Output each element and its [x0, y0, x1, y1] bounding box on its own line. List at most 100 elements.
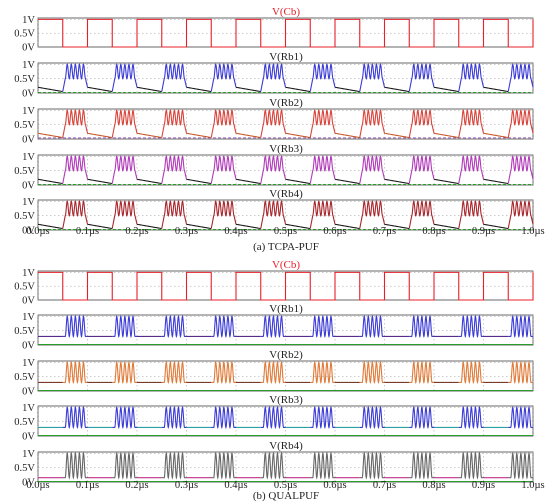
panel-title: V(Cb)	[272, 6, 300, 18]
oscillation-burst-line	[507, 200, 534, 229]
panel-title: V(Rb2)	[269, 349, 303, 361]
low-segment-line	[136, 223, 162, 230]
low-segment-line	[136, 86, 162, 93]
y-tick-label: 0V	[22, 296, 35, 307]
y-tick-label: 1V	[22, 268, 35, 279]
oscillation-burst-line	[508, 314, 533, 338]
low-segment-line	[186, 132, 212, 139]
low-segment-line	[136, 132, 162, 139]
panel-title: V(Cb)	[272, 259, 300, 271]
oscillation-burst-line	[359, 451, 385, 480]
oscillation-burst-line	[211, 314, 236, 338]
oscillation-burst-line	[507, 63, 534, 92]
oscillation-burst-line	[309, 109, 336, 138]
oscillation-burst-line	[310, 314, 335, 338]
oscillation-burst-line	[260, 155, 287, 184]
low-segment-line	[235, 86, 261, 93]
low-segment-line	[433, 86, 459, 93]
y-tick-label: 0V	[22, 341, 35, 352]
x-tick-label: 0.8µs	[422, 480, 445, 491]
oscillation-burst-line	[507, 109, 534, 138]
panel-title: V(Rb1)	[269, 51, 303, 63]
low-segment-line	[37, 132, 63, 139]
y-tick-label: 0V	[22, 181, 35, 192]
panel-title: V(Rb2)	[269, 97, 303, 109]
oscillation-burst-line	[62, 155, 89, 184]
oscillation-burst-line	[458, 200, 485, 229]
x-tick-label: 0.4µs	[224, 226, 247, 237]
panel-vrb1: 1V 0.5V 0V V(Rb1)	[14, 303, 534, 352]
y-tick-label: 0V	[22, 432, 35, 443]
oscillation-burst-line	[211, 451, 236, 480]
x-tick-label: 0.6µs	[323, 226, 346, 237]
oscillation-burst-line	[260, 314, 286, 338]
panel-vrb4: 1V 0.5V 0V V(Rb4)	[14, 188, 534, 237]
oscillation-burst-line	[359, 314, 385, 338]
x-tick-label: 0.2µs	[125, 480, 148, 491]
x-tick-label: 0.8µs	[422, 226, 445, 237]
oscillation-burst-line	[62, 405, 88, 429]
oscillation-burst-line	[260, 63, 287, 92]
low-segment-line	[186, 86, 212, 93]
low-segment-line	[334, 86, 360, 93]
oscillation-burst-line	[507, 155, 534, 184]
oscillation-burst-line	[409, 451, 434, 480]
oscillation-burst-line	[111, 155, 138, 184]
oscillation-burst-line	[458, 314, 484, 338]
low-segment-line	[384, 86, 410, 93]
oscillation-burst-line	[409, 314, 434, 338]
y-tick-label: 0V	[22, 89, 35, 100]
x-tick-label: 0.7µs	[373, 226, 396, 237]
panel-title: V(Rb3)	[269, 394, 303, 406]
x-tick-label: 0.7µs	[373, 480, 396, 491]
x-axis: 0.0µs 0.1µs 0.2µs 0.3µs 0.4µs 0.5µs 0.6µs 0.7µs…	[26, 226, 544, 237]
oscillation-burst-line	[161, 405, 187, 429]
oscillation-burst-line	[112, 405, 137, 429]
oscillation-burst-line	[62, 63, 89, 92]
oscillation-burst-line	[359, 360, 385, 384]
y-tick-label: 0V	[22, 478, 35, 489]
x-tick-label: 0.9µs	[472, 226, 495, 237]
square-wave-line	[38, 18, 534, 48]
x-tick-label: 0.1µs	[76, 226, 99, 237]
low-segment-line	[37, 178, 63, 185]
oscillation-burst-line	[359, 63, 386, 92]
oscillation-burst-line	[309, 155, 336, 184]
y-tick-label: 0.5V	[14, 463, 35, 474]
low-segment-line	[384, 223, 410, 230]
y-tick-label: 1V	[22, 312, 35, 323]
oscillation-burst-line	[359, 155, 386, 184]
figure-a-tcpa-puf: 1V 0.5V 0V V(Cb) 1V 0.5V 0V V(Rb1) 1V 0.5V 0V V(Rb2…	[14, 6, 544, 253]
panel-vrb1: 1V 0.5V 0V V(Rb1)	[14, 51, 534, 100]
oscillation-burst-line	[309, 200, 336, 229]
panel-title: V(Rb3)	[269, 143, 303, 155]
x-tick-label: 0.5µs	[274, 480, 297, 491]
y-tick-label: 0.5V	[14, 166, 35, 177]
low-segment-line	[433, 178, 459, 185]
oscillation-burst-line	[111, 109, 138, 138]
oscillation-burst-line	[161, 155, 188, 184]
oscillation-burst-line	[161, 451, 187, 480]
oscillation-burst-line	[408, 109, 435, 138]
x-tick-label: 0.5µs	[274, 226, 297, 237]
oscillation-burst-line	[62, 451, 88, 480]
panel-vrb4: 1V 0.5V 0V V(Rb4)	[14, 440, 534, 489]
oscillation-burst-line	[260, 451, 286, 480]
x-tick-label: 0.3µs	[175, 480, 198, 491]
panel-vcb: 1V 0.5V 0V V(Cb)	[14, 6, 534, 54]
oscillation-burst-line	[62, 360, 88, 384]
oscillation-burst-line	[508, 451, 533, 480]
y-tick-label: 0V	[22, 226, 35, 237]
low-segment-line	[285, 178, 311, 185]
oscillation-burst-line	[62, 109, 89, 138]
oscillation-burst-line	[408, 200, 435, 229]
figure-caption: (b) QUALPUF	[253, 490, 319, 502]
y-tick-label: 1V	[22, 106, 35, 117]
oscillation-burst-line	[409, 405, 434, 429]
oscillation-burst-line	[309, 63, 336, 92]
oscillation-burst-line	[111, 200, 138, 229]
low-segment-line	[235, 223, 261, 230]
oscillation-burst-line	[508, 360, 533, 384]
panel-title: V(Rb4)	[269, 440, 303, 452]
